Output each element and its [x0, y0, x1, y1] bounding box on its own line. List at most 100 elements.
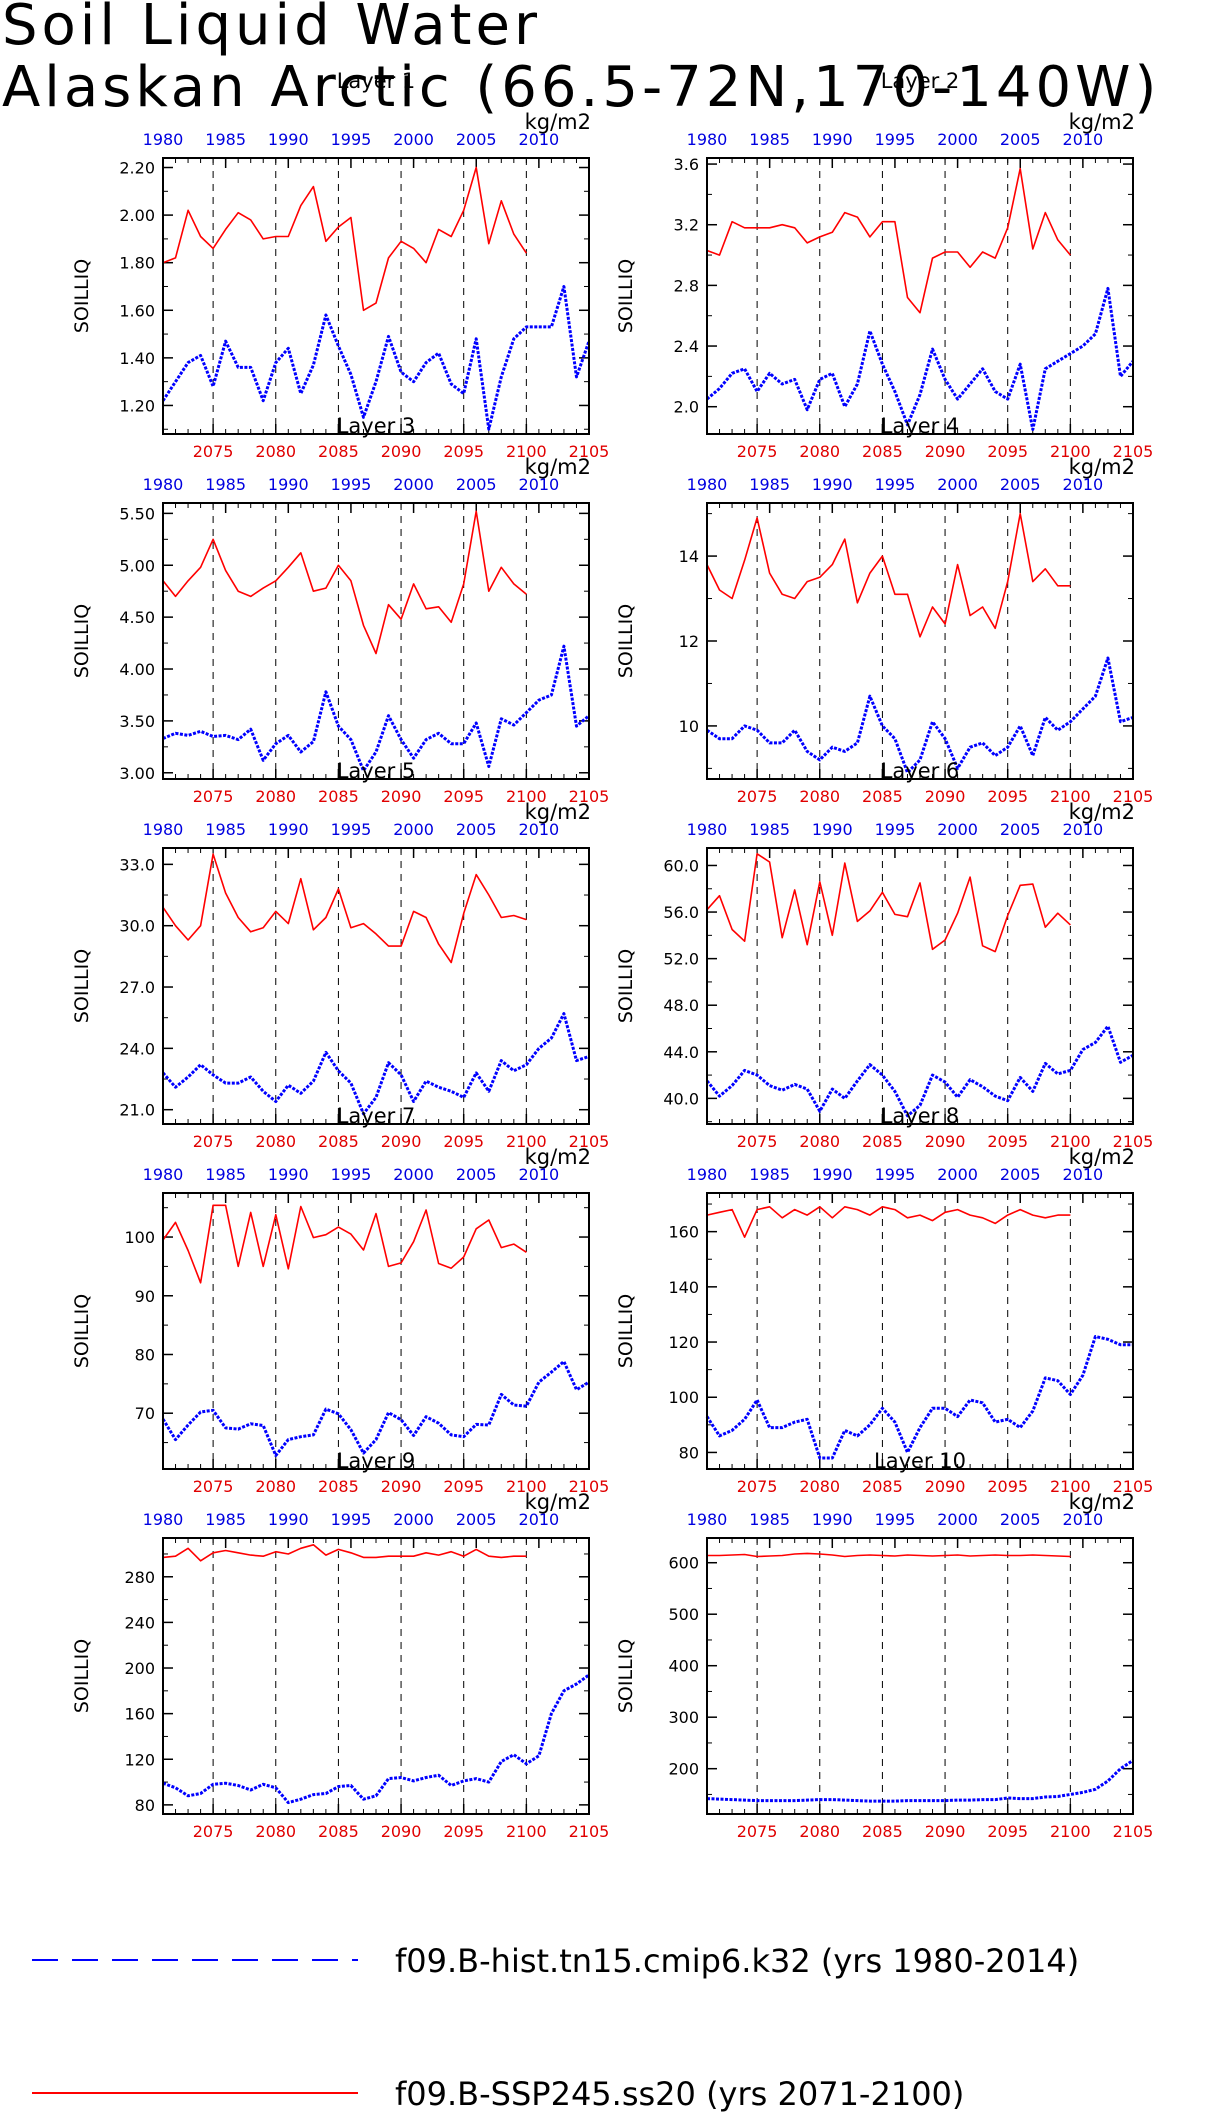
y-tick-label: 3.2: [674, 216, 699, 235]
x-bottom-tick-label: 2090: [925, 442, 966, 461]
x-top-tick-label: 2010: [1063, 130, 1104, 149]
units-label: kg/m2: [1069, 1490, 1135, 1514]
x-top-tick-label: 2005: [1000, 1510, 1041, 1529]
x-top-tick-label: 2000: [393, 475, 434, 494]
series-line-hist: [161, 1012, 590, 1116]
y-tick-label: 2.20: [119, 159, 155, 178]
x-bottom-tick-label: 2080: [799, 1132, 840, 1151]
x-top-tick-label: 2010: [1063, 1165, 1104, 1184]
series-line-ssp: [707, 1552, 1071, 1558]
plot-frame: [162, 502, 590, 780]
x-top-tick-label: 2005: [456, 1510, 497, 1529]
y-tick-label: 27.0: [119, 978, 155, 997]
x-top-tick-label: 2005: [1000, 475, 1041, 494]
units-label: kg/m2: [525, 1490, 591, 1514]
x-top-tick-label: 1980: [143, 820, 184, 839]
x-top-tick-label: 1995: [875, 130, 916, 149]
x-top-tick-label: 1980: [687, 475, 728, 494]
legend-hist-label: f09.B-hist.tn15.cmip6.k32 (yrs 1980-2014…: [395, 1942, 1079, 1980]
y-tick-label: 44.0: [663, 1043, 699, 1062]
chart-panel: Layer 7 kg/m2 SOILLIQ 2075 2080 2085 2090 2095 2…: [71, 1104, 609, 1496]
x-top-tick-label: 1980: [143, 1165, 184, 1184]
series-line-hist: [162, 644, 590, 773]
x-top-tick-label: 2010: [519, 820, 560, 839]
y-tick-label: 280: [124, 1568, 155, 1587]
x-top-tick-label: 1995: [331, 820, 372, 839]
legend: f09.B-hist.tn15.cmip6.k32 (yrs 1980-2014…: [32, 1942, 1079, 2113]
x-top-tick-label: 2005: [456, 820, 497, 839]
y-tick-label: 3.50: [119, 712, 155, 731]
x-bottom-tick-label: 2095: [987, 787, 1028, 806]
y-axis-label: SOILLIQ: [615, 604, 637, 678]
x-top-tick-label: 2005: [456, 130, 497, 149]
units-label: kg/m2: [1069, 455, 1135, 479]
y-tick-label: 2.8: [674, 276, 699, 295]
x-top-tick-label: 1985: [749, 1510, 790, 1529]
y-tick-label: 3.00: [119, 764, 155, 783]
x-top-tick-label: 1980: [687, 1510, 728, 1529]
x-bottom-tick-label: 2090: [925, 1822, 966, 1841]
x-bottom-tick-label: 2105: [569, 787, 610, 806]
y-tick-label: 200: [124, 1659, 155, 1678]
plot-frame: [162, 847, 590, 1125]
x-bottom-tick-label: 2085: [862, 442, 903, 461]
x-bottom-tick-label: 2085: [318, 1477, 359, 1496]
x-bottom-tick-label: 2100: [506, 1822, 547, 1841]
x-bottom-tick-label: 2090: [925, 1477, 966, 1496]
x-top-tick-label: 1990: [812, 1165, 853, 1184]
x-bottom-tick-label: 2105: [569, 1822, 610, 1841]
x-top-tick-label: 1995: [331, 130, 372, 149]
x-top-tick-label: 1995: [875, 1165, 916, 1184]
x-bottom-tick-label: 2085: [318, 1132, 359, 1151]
x-top-tick-label: 1990: [812, 820, 853, 839]
x-top-tick-label: 2005: [456, 1165, 497, 1184]
y-tick-label: 160: [124, 1705, 155, 1724]
x-top-tick-label: 1980: [143, 130, 184, 149]
x-bottom-tick-label: 2080: [255, 1822, 296, 1841]
panel-title: Layer 1: [337, 69, 416, 93]
x-top-tick-label: 1990: [812, 130, 853, 149]
x-bottom-tick-label: 2100: [506, 787, 547, 806]
plot-frame: [706, 502, 1134, 780]
plot-frame: [162, 157, 590, 435]
y-axis-label: SOILLIQ: [615, 1294, 637, 1368]
x-bottom-tick-label: 2085: [862, 1132, 903, 1151]
series-line-ssp: [706, 852, 1071, 953]
y-tick-label: 120: [668, 1333, 699, 1352]
x-top-tick-label: 1985: [205, 1510, 246, 1529]
x-bottom-tick-label: 2075: [193, 1822, 234, 1841]
x-top-tick-label: 2010: [519, 130, 560, 149]
chart-panel: Layer 3 kg/m2 SOILLIQ 2075 2080 2085 2090 2095 2…: [71, 414, 609, 806]
panel-title: Layer 6: [881, 759, 960, 783]
x-top-tick-label: 2005: [1000, 130, 1041, 149]
x-bottom-tick-label: 2080: [799, 1477, 840, 1496]
x-top-tick-label: 2010: [1063, 1510, 1104, 1529]
panel-title: Layer 2: [881, 69, 960, 93]
series-line-ssp: [706, 1206, 1071, 1238]
x-bottom-tick-label: 2100: [1050, 787, 1091, 806]
plot-frame: [706, 1537, 1134, 1815]
x-top-tick-label: 1995: [875, 1510, 916, 1529]
series-line-hist: [705, 1335, 1133, 1460]
x-top-tick-label: 1995: [331, 1165, 372, 1184]
series-line-hist: [162, 1673, 590, 1805]
panel-title: Layer 5: [337, 759, 416, 783]
series-line-hist: [161, 1360, 590, 1457]
x-bottom-tick-label: 2100: [1050, 1132, 1091, 1151]
x-bottom-tick-label: 2100: [506, 1477, 547, 1496]
chart-panel: Layer 6 kg/m2 SOILLIQ 2075 2080 2085 2090 2095 2…: [615, 759, 1153, 1151]
x-bottom-tick-label: 2100: [506, 1132, 547, 1151]
x-bottom-tick-label: 2075: [737, 442, 778, 461]
x-bottom-tick-label: 2095: [443, 1477, 484, 1496]
x-bottom-tick-label: 2075: [193, 1477, 234, 1496]
x-bottom-tick-label: 2075: [737, 787, 778, 806]
series-line-hist: [706, 286, 1135, 431]
x-top-tick-label: 1980: [687, 820, 728, 839]
chart-panel: Layer 5 kg/m2 SOILLIQ 2075 2080 2085 2090 2095 2…: [71, 759, 609, 1151]
x-top-tick-label: 2000: [393, 820, 434, 839]
x-top-tick-label: 1990: [812, 475, 853, 494]
x-bottom-tick-label: 2095: [443, 442, 484, 461]
y-axis-label: SOILLIQ: [615, 949, 637, 1023]
x-top-tick-label: 2005: [1000, 1165, 1041, 1184]
chart-panel: Layer 9 kg/m2 SOILLIQ 2075 2080 2085 2090 2095 2…: [71, 1449, 609, 1841]
